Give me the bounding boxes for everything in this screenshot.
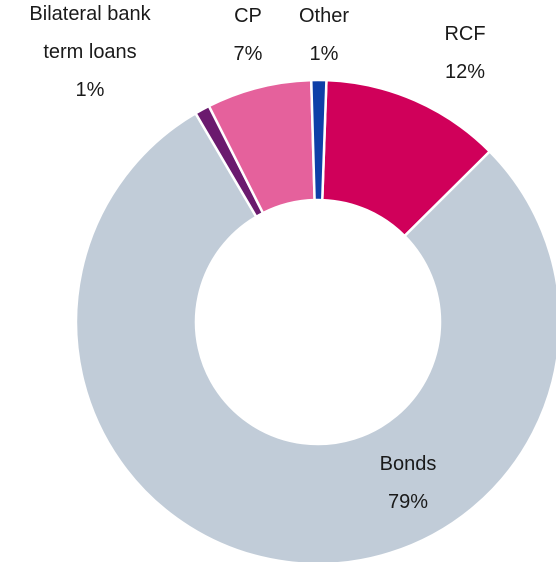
slice-name-label: Other <box>299 5 349 27</box>
slice-name-label: CP <box>234 5 262 27</box>
label-bonds: Bonds 79% <box>380 453 437 513</box>
slice-value-label: 1% <box>310 43 339 65</box>
slice-value-label: 1% <box>76 79 105 101</box>
slice-rcf <box>320 78 492 238</box>
donut-slices <box>74 78 556 562</box>
slice-other <box>309 78 328 202</box>
label-cp: CP 7% <box>234 5 263 65</box>
slice-name-label: Bonds <box>380 453 437 475</box>
slice-labels: RCF 12% Bonds 79% Bilateral bank term loans 1%… <box>29 3 485 513</box>
slice-bonds <box>74 111 556 562</box>
label-other: Other 1% <box>299 5 349 65</box>
slice-name-label: Bilateral bank <box>29 3 151 25</box>
slice-name-label: term loans <box>43 41 136 63</box>
slice-name-label: RCF <box>444 23 485 45</box>
label-rcf: RCF 12% <box>444 23 485 83</box>
slice-value-label: 7% <box>234 43 263 65</box>
label-bilateral-bank-term-loans: Bilateral bank term loans 1% <box>29 3 151 101</box>
slice-value-label: 79% <box>388 491 428 513</box>
slice-value-label: 12% <box>445 61 485 83</box>
